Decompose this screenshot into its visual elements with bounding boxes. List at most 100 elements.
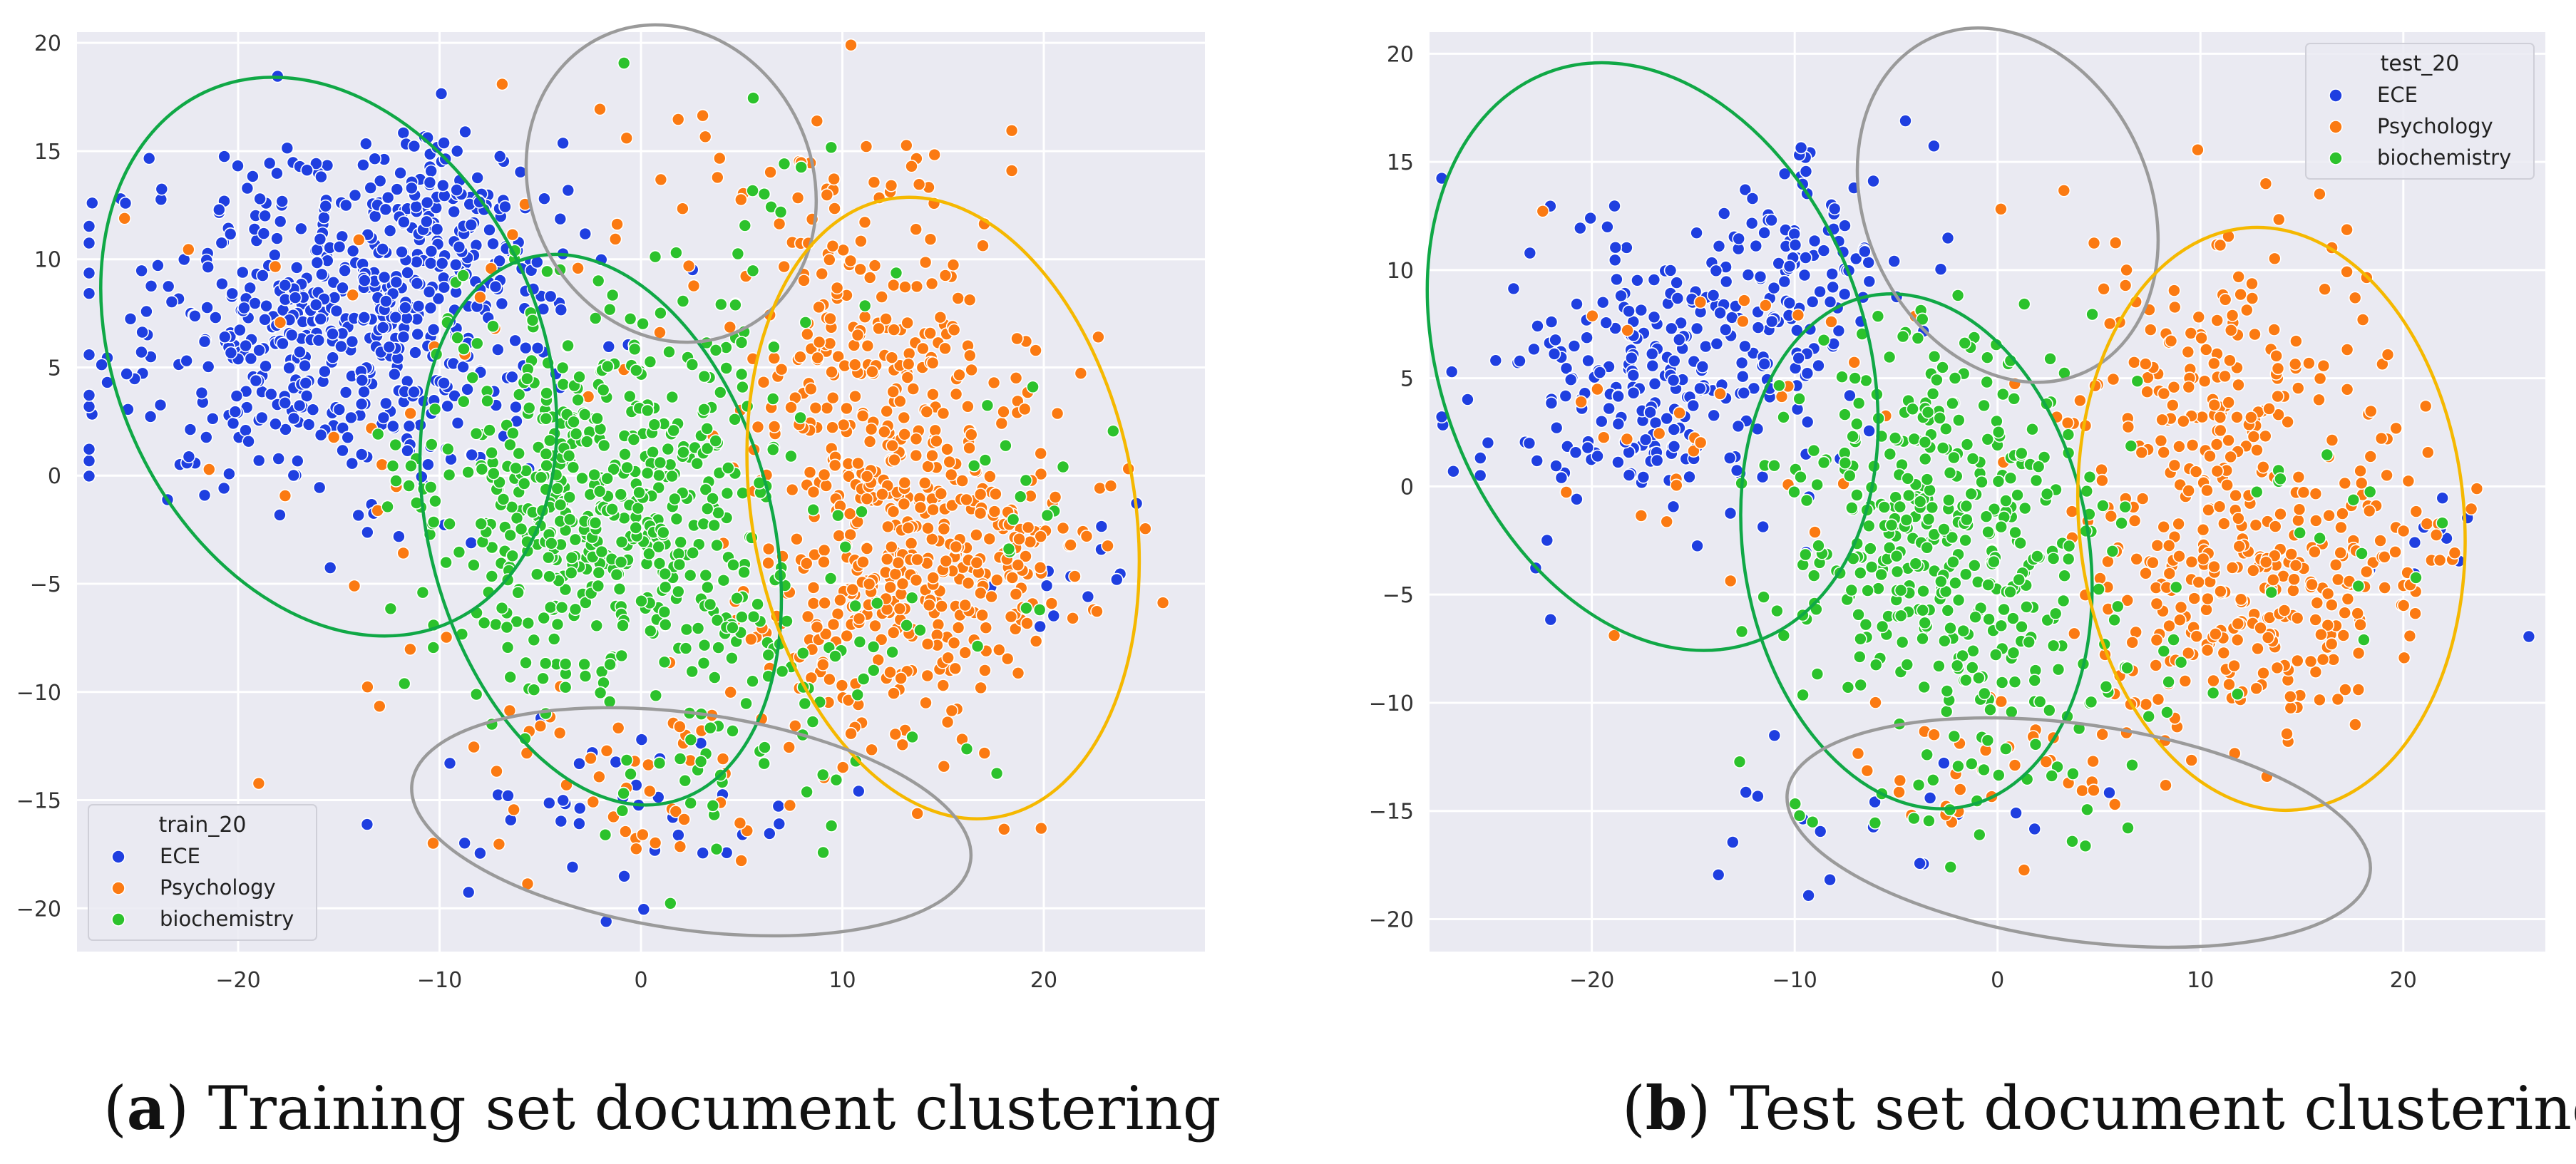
scatter-point bbox=[201, 360, 215, 374]
scatter-point bbox=[717, 573, 731, 587]
scatter-point bbox=[632, 485, 646, 500]
cluster-ellipse-green bbox=[1425, 61, 1880, 652]
scatter-point bbox=[1782, 296, 1797, 310]
scatter-point bbox=[1817, 244, 1831, 257]
scatter-point bbox=[687, 279, 701, 293]
scatter-point bbox=[828, 202, 841, 215]
scatter-point bbox=[926, 571, 940, 584]
scatter-point bbox=[338, 264, 351, 278]
scatter-point bbox=[2078, 839, 2093, 853]
legend-title: train_20 bbox=[158, 813, 246, 838]
scatter-point bbox=[1946, 396, 1959, 411]
scatter-point bbox=[767, 340, 781, 354]
scatter-point bbox=[2210, 314, 2224, 327]
scatter-point bbox=[541, 550, 555, 565]
scatter-point bbox=[299, 376, 313, 390]
scatter-point bbox=[1723, 451, 1737, 465]
scatter-point bbox=[1698, 339, 1713, 354]
scatter-point bbox=[794, 411, 807, 425]
scatter-point bbox=[785, 483, 799, 497]
scatter-point bbox=[563, 490, 577, 504]
scatter-point bbox=[1943, 465, 1957, 480]
scatter-point bbox=[1009, 587, 1023, 601]
scatter-point bbox=[1610, 272, 1623, 287]
scatter-point bbox=[816, 658, 830, 671]
scatter-point bbox=[806, 485, 821, 499]
scatter-point bbox=[2206, 686, 2220, 700]
scatter-point bbox=[858, 215, 872, 230]
scatter-point bbox=[1837, 287, 1852, 302]
scatter-point bbox=[2167, 458, 2182, 473]
scatter-point bbox=[2281, 415, 2294, 429]
scatter-point bbox=[2207, 356, 2221, 371]
scatter-point bbox=[2207, 560, 2221, 574]
scatter-point bbox=[1711, 868, 1725, 882]
scatter-point bbox=[2207, 674, 2220, 688]
scatter-point bbox=[1544, 612, 1558, 627]
scatter-point bbox=[920, 669, 935, 683]
scatter-point bbox=[578, 657, 591, 671]
scatter-point bbox=[1010, 331, 1024, 346]
scatter-point bbox=[82, 266, 96, 280]
scatter-point bbox=[696, 846, 710, 860]
scatter-point bbox=[496, 493, 510, 506]
scatter-point bbox=[2397, 651, 2411, 665]
scatter-point bbox=[649, 689, 663, 703]
scatter-point bbox=[1902, 488, 1916, 503]
scatter-point bbox=[341, 431, 355, 445]
scatter-point bbox=[2039, 755, 2053, 768]
scatter-point bbox=[2349, 718, 2362, 731]
scatter-point bbox=[404, 642, 417, 656]
scatter-point bbox=[2178, 674, 2192, 688]
scatter-point bbox=[1090, 604, 1104, 619]
scatter-point bbox=[771, 799, 786, 813]
scatter-point bbox=[1777, 167, 1792, 181]
scatter-point bbox=[1723, 574, 1738, 588]
scatter-point bbox=[2304, 654, 2318, 669]
scatter-point bbox=[2195, 331, 2208, 345]
x-tick-label: 10 bbox=[828, 968, 856, 993]
scatter-point bbox=[716, 752, 730, 766]
scatter-point bbox=[2167, 284, 2181, 297]
scatter-point bbox=[1645, 347, 1659, 361]
scatter-point bbox=[2155, 413, 2169, 427]
scatter-point bbox=[623, 311, 637, 326]
scatter-point bbox=[426, 641, 441, 654]
scatter-point bbox=[1835, 370, 1849, 384]
scatter-point bbox=[1758, 299, 1772, 312]
scatter-point bbox=[1971, 671, 1986, 685]
scatter-point bbox=[2011, 488, 2024, 502]
scatter-point bbox=[1807, 443, 1821, 458]
scatter-point bbox=[2092, 582, 2105, 596]
scatter-point bbox=[278, 489, 292, 503]
scatter-point bbox=[608, 232, 622, 246]
scatter-point bbox=[618, 447, 632, 461]
scatter-point bbox=[2159, 778, 2172, 792]
scatter-point bbox=[782, 741, 796, 754]
scatter-point bbox=[1951, 759, 1965, 773]
scatter-point bbox=[658, 567, 672, 581]
y-tick-label: 5 bbox=[48, 356, 61, 381]
scatter-point bbox=[2128, 355, 2141, 369]
scatter-point bbox=[823, 253, 836, 267]
scatter-point bbox=[1900, 658, 1914, 671]
scatter-point bbox=[898, 475, 912, 490]
scatter-point bbox=[556, 377, 570, 391]
scatter-point bbox=[706, 492, 719, 505]
scatter-point bbox=[2018, 501, 2032, 515]
scatter-point bbox=[858, 299, 872, 313]
scatter-point bbox=[1026, 380, 1040, 394]
x-tick-label: −20 bbox=[1569, 968, 1614, 993]
scatter-point bbox=[2192, 575, 2205, 589]
scatter-point bbox=[946, 258, 960, 272]
scatter-point bbox=[2355, 547, 2369, 560]
scatter-point bbox=[812, 335, 826, 349]
scatter-point bbox=[2190, 629, 2204, 644]
scatter-point bbox=[161, 279, 175, 294]
x-tick-label: 0 bbox=[1991, 968, 2004, 993]
scatter-point bbox=[1664, 321, 1678, 336]
scatter-point bbox=[270, 232, 284, 245]
scatter-point bbox=[643, 624, 657, 638]
